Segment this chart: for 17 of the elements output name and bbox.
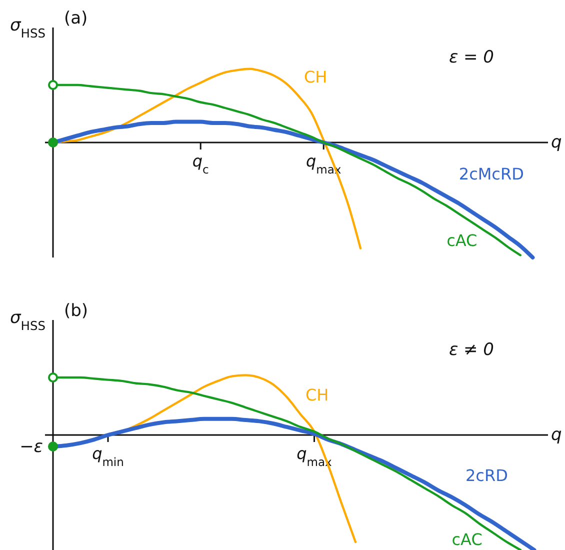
series-label: 2cMcRD: [458, 164, 524, 184]
x-tick-label: q$_{min}$: [92, 444, 124, 469]
chart-title: (b): [64, 301, 88, 321]
series-label: cAC: [446, 230, 478, 250]
x-axis-title: q: [551, 425, 562, 445]
series-label: cAC: [452, 530, 482, 550]
x-tick-label: q$_{c}$: [192, 152, 209, 176]
text: ε ≠ 0: [448, 340, 494, 360]
series-label: 2cRD: [466, 466, 508, 486]
chart-title: (a): [64, 8, 88, 28]
x-axis-title: q: [551, 132, 562, 152]
series-label: CH: [306, 385, 329, 404]
y-axis-title: σ$_{HSS}$: [10, 16, 46, 40]
y-axis-title: σ$_{HSS}$: [10, 308, 46, 333]
series-label: CH: [304, 68, 328, 86]
text: −ε: [20, 437, 43, 457]
text: ε = 0: [448, 48, 494, 68]
